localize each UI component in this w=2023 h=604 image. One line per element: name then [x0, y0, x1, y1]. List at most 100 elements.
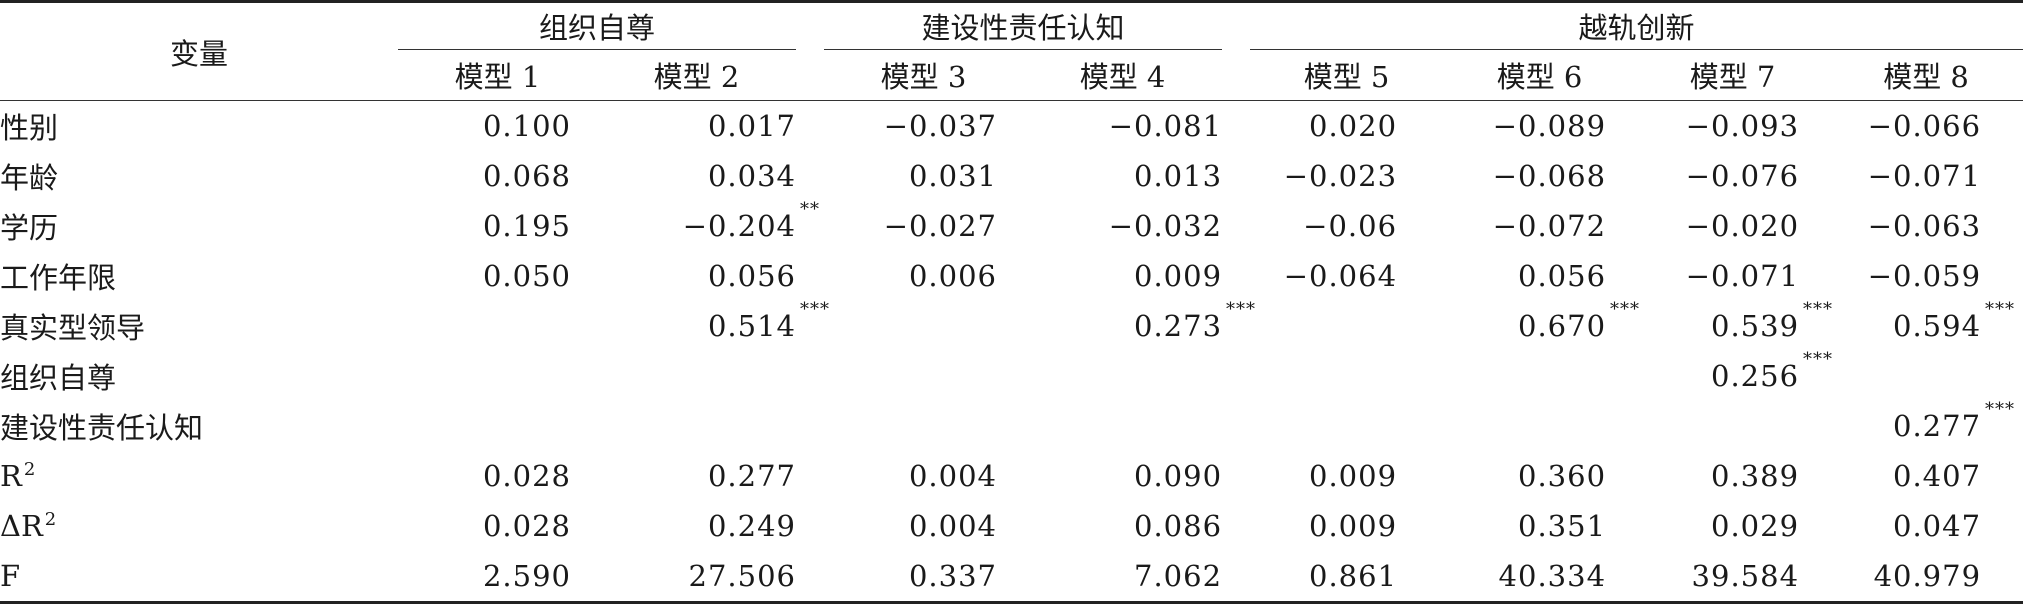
row-label: 年龄 [0, 151, 398, 201]
value-cell: 0.009 [1023, 251, 1222, 301]
significance-marker: ** [800, 199, 821, 220]
group-spacer [1222, 2, 1250, 50]
significance-marker: *** [800, 299, 831, 320]
value-cell [398, 401, 597, 451]
model-header-5: 模型 5 [1250, 49, 1444, 101]
value-cell: 0.249 [597, 501, 796, 551]
value-cell [1023, 351, 1222, 401]
value-cell: 0.100 [398, 101, 597, 152]
table-row: 年龄 0.068 0.034 0.031 0.013 −0.023 −0.068 −0.076… [0, 151, 2023, 201]
value-cell: −0.064 [1250, 251, 1443, 301]
value-cell: 40.979 [1829, 551, 2023, 603]
value-cell [824, 351, 1023, 401]
value-cell: 2.590 [398, 551, 597, 603]
cell-value: −0.068 [1492, 159, 1607, 193]
superscript: 2 [23, 459, 36, 481]
row-label-text: 组织自尊 [0, 361, 117, 395]
cell-value: 0.017 [707, 109, 797, 143]
row-label-text: R [0, 459, 22, 493]
value-cell: 0.407 [1829, 451, 2023, 501]
row-label: 真实型领导 [0, 301, 398, 351]
spacer-cell [796, 501, 824, 551]
value-cell: 0.514 *** [597, 299, 831, 351]
cell-value: 0.013 [1134, 159, 1223, 193]
spacer-cell [1222, 401, 1250, 451]
value-cell [1443, 401, 1636, 451]
model-header-2: 模型 2 [597, 49, 797, 101]
cell-value: 0.009 [1309, 459, 1398, 493]
cell-value: 0.100 [482, 109, 571, 143]
cell-value: −0.089 [1492, 109, 1607, 143]
value-cell: −0.089 [1443, 101, 1636, 152]
spacer-cell [796, 451, 824, 501]
value-cell: −0.066 [1829, 101, 2023, 152]
significance-marker: *** [1985, 399, 2016, 420]
row-label-text: 性别 [0, 111, 59, 145]
cell-value: 0.068 [482, 159, 571, 193]
cell-value: 0.407 [1893, 459, 1982, 493]
group-header-row: 变量 组织自尊 建设性责任认知 越轨创新 [0, 1, 2023, 101]
row-label: 组织自尊 [0, 351, 398, 401]
value-cell: 0.004 [824, 501, 1023, 551]
significance-marker: *** [1610, 299, 1641, 320]
value-cell: −0.06 [1250, 201, 1443, 251]
spacer-cell [796, 251, 824, 301]
spacer-cell [796, 101, 824, 152]
cell-value: 0.004 [908, 509, 998, 543]
value-cell: −0.081 [1023, 101, 1222, 152]
cell-value: 0.389 [1711, 459, 1800, 493]
model-header-7: 模型 7 [1636, 49, 1830, 101]
cell-value: 0.277 *** [1893, 399, 2016, 443]
value-cell: 0.068 [398, 151, 597, 201]
row-label: ΔR 2 [0, 501, 398, 551]
value-cell: 0.670 *** [1443, 299, 1641, 351]
cell-value: −0.071 [1867, 159, 1982, 193]
cell-value: 0.670 *** [1518, 299, 1641, 343]
value-cell: −0.037 [824, 101, 1023, 152]
cell-value: 0.090 [1134, 459, 1223, 493]
table-row: 真实型领导 0.514 *** 0.273 *** 0.670 *** 0.539 *** 0.5… [0, 299, 2023, 351]
value-cell [597, 351, 796, 401]
spacer-cell [1222, 551, 1250, 603]
value-cell: 0.034 [597, 151, 796, 201]
value-cell: −0.063 [1829, 201, 2023, 251]
cell-value: 0.009 [1134, 259, 1223, 293]
cell-value: 0.028 [482, 509, 571, 543]
value-cell [824, 401, 1023, 451]
value-cell: 7.062 [1023, 551, 1222, 603]
model-spacer [1222, 49, 1251, 101]
value-cell: 0.277 [597, 451, 796, 501]
table-row: 工作年限 0.050 0.056 0.006 0.009 −0.064 0.056 −0.07… [0, 251, 2023, 301]
model-header-8: 模型 8 [1829, 49, 2023, 101]
cell-value: −0.093 [1685, 109, 1800, 143]
value-cell: 40.334 [1443, 551, 1636, 603]
cell-value: 40.334 [1498, 559, 1607, 593]
value-cell: 0.389 [1636, 451, 1829, 501]
cell-value: 0.256 *** [1711, 349, 1834, 393]
value-cell [597, 401, 796, 451]
value-cell: 0.006 [824, 251, 1023, 301]
cell-value: 0.514 *** [707, 299, 831, 343]
group-header-deviant-innovation: 越轨创新 [1250, 1, 2023, 50]
value-cell: 0.029 [1636, 501, 1829, 551]
value-cell: 0.028 [398, 451, 597, 501]
row-label-text: ΔR [0, 509, 43, 543]
value-cell: −0.076 [1636, 151, 1829, 201]
cell-value: 0.277 [707, 459, 797, 493]
value-cell: 0.360 [1443, 451, 1636, 501]
cell-value: −0.081 [1108, 109, 1223, 143]
group-header-org-self-esteem: 组织自尊 [398, 1, 797, 50]
value-cell: 27.506 [597, 551, 796, 603]
cell-value: 0.086 [1134, 509, 1223, 543]
cell-value: −0.063 [1867, 209, 1982, 243]
value-cell: −0.059 [1829, 251, 2023, 301]
value-cell: 0.273 *** [1023, 299, 1255, 351]
value-cell: 0.013 [1023, 151, 1222, 201]
table-row: ΔR 2 0.028 0.249 0.004 0.086 0.009 0.351 0.029 0.… [0, 501, 2023, 551]
cell-value: 0.050 [482, 259, 571, 293]
value-cell [1250, 301, 1443, 351]
value-cell: 0.337 [824, 551, 1023, 603]
variable-header: 变量 [0, 1, 398, 101]
value-cell: 0.277 *** [1829, 399, 2023, 451]
